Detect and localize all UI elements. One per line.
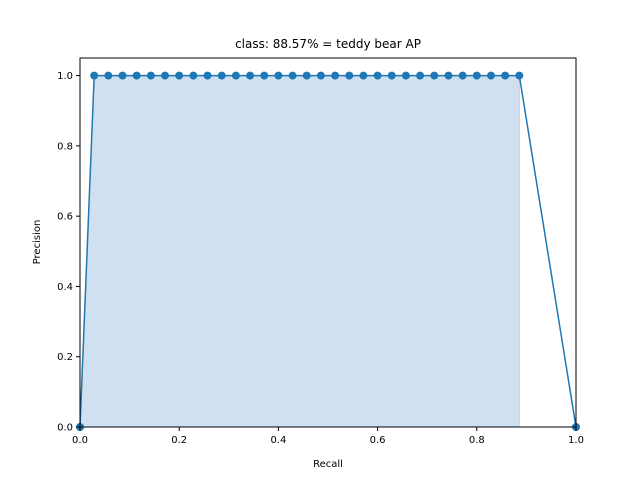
chart-title: class: 88.57% = teddy bear AP <box>235 37 421 51</box>
data-point <box>203 71 212 80</box>
data-point <box>217 71 226 80</box>
data-point <box>515 71 524 80</box>
data-point <box>274 71 283 80</box>
x-tick-label: 0.8 <box>469 435 485 446</box>
x-tick-label: 0.6 <box>370 435 386 446</box>
data-point <box>345 71 354 80</box>
data-point <box>401 71 410 80</box>
data-point <box>486 71 495 80</box>
x-axis-label: Recall <box>313 459 343 470</box>
data-point <box>260 71 269 80</box>
data-point <box>246 71 255 80</box>
data-point <box>104 71 113 80</box>
x-tick-label: 0.2 <box>171 435 187 446</box>
data-point <box>118 71 127 80</box>
x-tick-label: 1.0 <box>568 435 584 446</box>
y-axis-label: Precision <box>32 220 43 265</box>
x-tick-label: 0.4 <box>270 435 286 446</box>
x-tick-label: 0.0 <box>72 435 88 446</box>
plot-frame <box>79 57 577 428</box>
x-axis-ticks: 0.0 0.2 0.4 0.6 0.8 1.0 <box>72 427 584 446</box>
y-axis-ticks: 0.0 0.2 0.4 0.6 0.8 1.0 <box>57 71 80 434</box>
data-point <box>416 71 425 80</box>
data-point <box>161 71 170 80</box>
data-point <box>501 71 510 80</box>
marker-layer <box>76 71 580 431</box>
data-point <box>331 71 340 80</box>
data-point <box>288 71 297 80</box>
data-point <box>359 71 368 80</box>
data-point <box>430 71 439 80</box>
y-tick-label: 0.8 <box>57 141 73 152</box>
data-point <box>90 71 99 80</box>
data-point <box>472 71 481 80</box>
fill-layer <box>80 75 520 428</box>
data-point <box>316 71 325 80</box>
area-fill <box>80 75 520 428</box>
y-tick-label: 0.2 <box>57 352 73 363</box>
y-tick-label: 0.4 <box>57 282 73 293</box>
y-tick-label: 0.6 <box>57 212 73 223</box>
data-point <box>458 71 467 80</box>
data-point <box>373 71 382 80</box>
data-point <box>189 71 198 80</box>
data-point <box>146 71 155 80</box>
data-point <box>302 71 311 80</box>
y-tick-label: 0.0 <box>57 423 73 434</box>
data-point <box>175 71 184 80</box>
data-point <box>387 71 396 80</box>
y-tick-label: 1.0 <box>57 71 73 82</box>
data-point <box>444 71 453 80</box>
data-point <box>132 71 141 80</box>
data-point <box>231 71 240 80</box>
